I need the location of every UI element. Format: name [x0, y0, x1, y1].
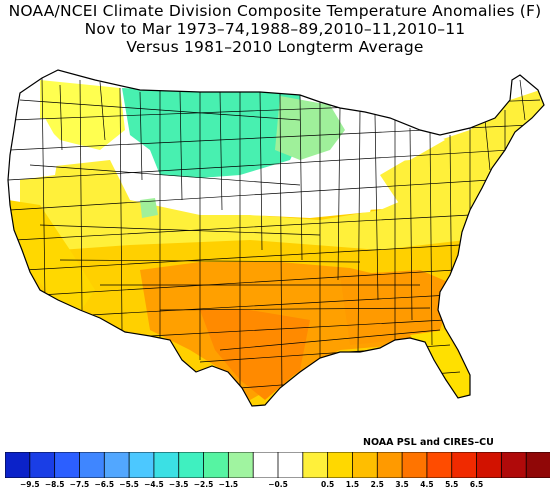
legend-swatch	[103, 452, 130, 478]
legend-swatch	[178, 452, 205, 478]
legend-tick-label: −6.5	[94, 480, 115, 489]
legend-tick-label: −2.5	[193, 480, 214, 489]
region-texas-gulf	[200, 310, 310, 400]
legend-tick-labels: −9.5 −8.5 −7.5 −6.5 −5.5 −4.5 −3.5 −2.5 −1.5 −0.5…	[5, 480, 550, 492]
legend-tick-label: 0.5	[320, 480, 335, 489]
legend-swatch	[352, 452, 379, 478]
legend-tick-label: 1.5	[345, 480, 360, 489]
region-great-basin	[20, 150, 544, 250]
legend-tick-label: 3.5	[395, 480, 409, 489]
legend-swatch	[376, 452, 403, 478]
legend-swatch	[252, 452, 279, 478]
legend-swatch	[476, 452, 503, 478]
legend-swatch	[525, 452, 550, 478]
legend-tick-label: 6.5	[469, 480, 484, 489]
color-legend-bar	[5, 452, 550, 478]
legend-swatch	[54, 452, 81, 478]
chart-subtitle-period: Nov to Mar 1973–74,1988–89,2010–11,2010–…	[84, 20, 466, 38]
legend-tick-label: −8.5	[44, 480, 65, 489]
region-central-plains-white	[210, 165, 380, 218]
legend-swatch	[451, 452, 478, 478]
legend-tick-label: 5.5	[445, 480, 459, 489]
legend-swatch	[5, 452, 31, 478]
legend-swatch	[203, 452, 230, 478]
legend-tick-label: −4.5	[144, 480, 164, 489]
legend-swatch	[79, 452, 106, 478]
chart-subtitle-baseline: Versus 1981–2010 Longterm Average	[126, 38, 424, 56]
legend-swatch	[153, 452, 180, 478]
legend-swatch	[277, 452, 304, 478]
legend-swatch	[500, 452, 528, 478]
legend-tick-label: −9.5	[20, 480, 40, 489]
legend-tick-label: −0.5	[268, 480, 288, 489]
legend-swatch	[426, 452, 453, 478]
us-climate-division-map	[7, 69, 545, 407]
region-southeast	[340, 270, 455, 345]
region-upper-midwest	[275, 96, 345, 160]
data-credit: NOAA PSL and CIRES–CU	[363, 437, 494, 448]
region-california	[8, 200, 95, 312]
legend-swatch	[327, 452, 354, 478]
legend-swatch	[227, 452, 255, 478]
region-great-lakes-white	[330, 110, 445, 165]
legend-swatch	[29, 452, 56, 478]
legend-tick-label: 4.5	[420, 480, 434, 489]
legend-swatch	[302, 452, 329, 478]
legend-tick-label: −7.5	[69, 480, 90, 489]
legend-tick-label: −3.5	[168, 480, 189, 489]
legend-tick-label: 2.5	[370, 480, 384, 489]
legend-tick-label: −5.5	[119, 480, 139, 489]
legend-tick-label: −1.5	[218, 480, 239, 489]
division-borders	[8, 77, 541, 401]
chart-title: NOAA/NCEI Climate Division Composite Tem…	[8, 2, 542, 20]
legend-swatch	[401, 452, 428, 478]
region-idaho-green	[140, 198, 158, 218]
legend-swatch	[128, 452, 155, 478]
